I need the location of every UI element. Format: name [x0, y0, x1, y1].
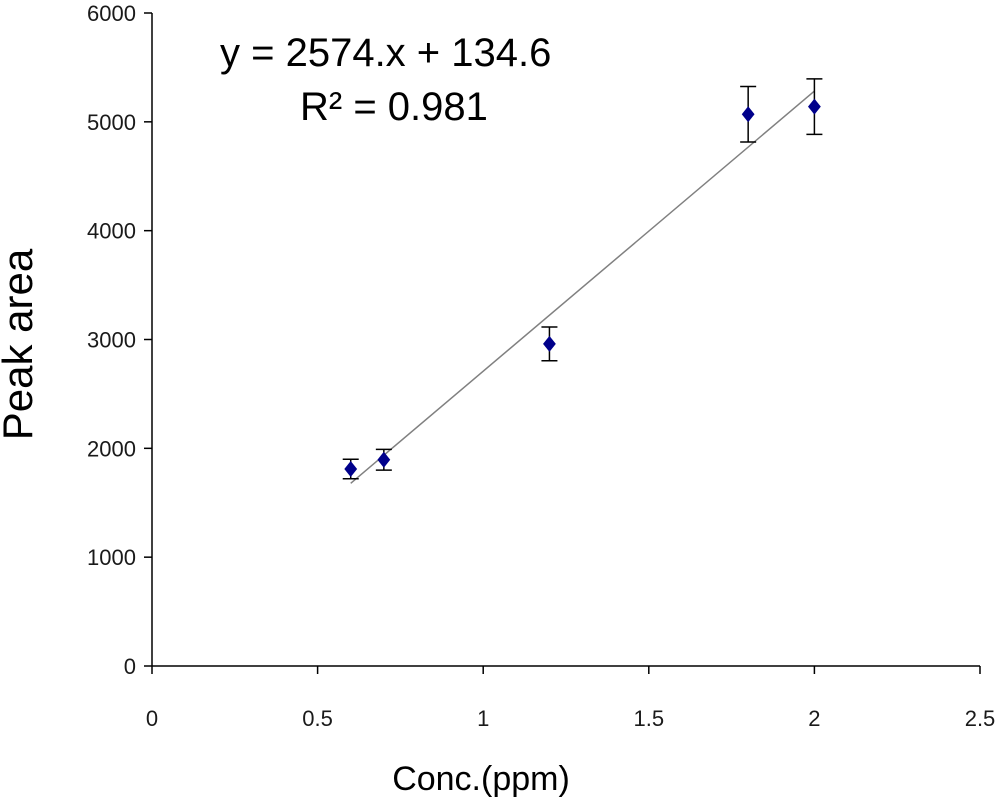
- data-point: [541, 326, 558, 362]
- y-tick-label: 6000: [87, 1, 136, 26]
- trendline-equation: y = 2574.x + 134.6: [220, 31, 551, 75]
- x-tick-label: 1: [477, 706, 489, 731]
- y-tick-label: 0: [124, 654, 136, 679]
- trendline: [350, 90, 815, 484]
- diamond-marker: [808, 98, 821, 115]
- x-tick-label: 0: [146, 706, 158, 731]
- x-tick-label: 2: [808, 706, 820, 731]
- axes: [151, 13, 980, 667]
- data-point: [375, 448, 392, 471]
- diamond-marker: [377, 451, 391, 468]
- x-tick-label: 2.5: [965, 706, 996, 731]
- y-tick-label: 3000: [87, 328, 136, 353]
- r-squared-label: R² = 0.981: [300, 85, 488, 129]
- x-tick-label: 0.5: [302, 706, 333, 731]
- x-tick-label: 1.5: [634, 706, 665, 731]
- data-point: [740, 85, 757, 143]
- diamond-marker: [344, 461, 358, 478]
- y-axis-ticks: 0 1000 2000 3000 4000 5000 6000: [87, 1, 152, 679]
- x-axis-title: Conc.(ppm): [392, 760, 570, 798]
- y-tick-label: 2000: [87, 436, 136, 461]
- data-point: [806, 78, 823, 136]
- data-point: [342, 458, 359, 480]
- y-tick-label: 4000: [87, 219, 136, 244]
- data-points: [342, 78, 823, 480]
- diamond-marker: [741, 106, 755, 123]
- x-axis-ticks: 0 0.5 1 1.5 2 2.5: [146, 666, 995, 731]
- y-axis-title: Peak area: [0, 248, 41, 440]
- trendline-group: [350, 90, 815, 484]
- y-tick-label: 5000: [87, 110, 136, 135]
- y-tick-label: 1000: [87, 545, 136, 570]
- diamond-marker: [543, 335, 556, 352]
